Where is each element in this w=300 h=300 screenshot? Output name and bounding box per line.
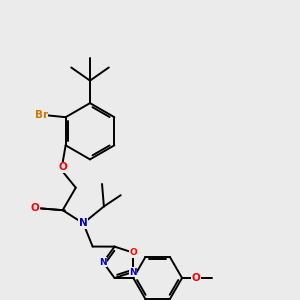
Text: N: N bbox=[99, 258, 107, 267]
Text: N: N bbox=[129, 268, 137, 277]
Text: O: O bbox=[129, 248, 137, 257]
Text: Br: Br bbox=[35, 110, 48, 120]
Text: N: N bbox=[79, 218, 88, 228]
Text: O: O bbox=[58, 162, 67, 172]
Text: O: O bbox=[31, 203, 39, 213]
Text: O: O bbox=[191, 273, 200, 283]
